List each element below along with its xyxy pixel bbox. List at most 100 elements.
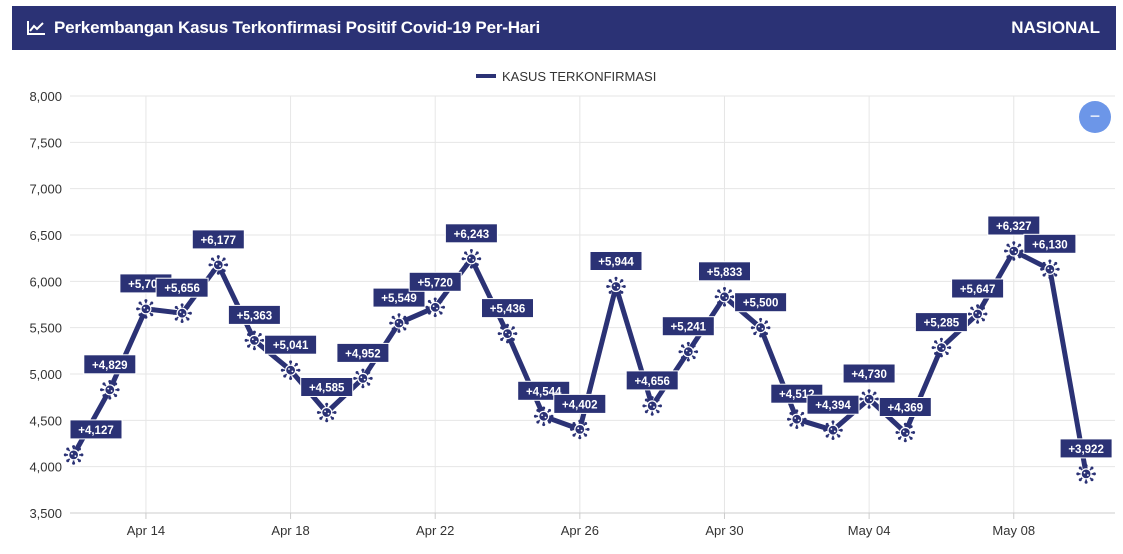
chart-area: 3,500 4,000 4,500 5,000 5,500 6,000 6,500 7,000… (0, 55, 1123, 549)
virus-icon[interactable] (606, 276, 626, 297)
x-tick-label: Apr 14 (127, 523, 165, 538)
virus-icon[interactable] (280, 360, 301, 380)
x-tick-label: Apr 18 (271, 523, 309, 538)
data-label: +6,177 (191, 229, 245, 250)
data-label: +5,363 (227, 304, 281, 325)
svg-text:+4,544: +4,544 (526, 386, 562, 398)
virus-icon[interactable] (1004, 241, 1024, 261)
zoom-out-button[interactable]: − (1079, 101, 1111, 133)
chart-header: Perkembangan Kasus Terkonfirmasi Positif… (12, 6, 1116, 50)
virus-icon[interactable] (678, 341, 699, 362)
y-tick-label: 6,000 (29, 274, 62, 289)
virus-icon[interactable] (967, 304, 988, 324)
region-badge: NASIONAL (1011, 18, 1100, 37)
y-tick-label: 8,000 (29, 89, 62, 104)
virus-icon[interactable] (136, 299, 156, 319)
svg-text:+5,363: +5,363 (237, 310, 273, 322)
svg-text:+5,944: +5,944 (598, 257, 634, 269)
virus-icon[interactable] (389, 313, 409, 333)
data-label: +5,285 (914, 312, 968, 333)
data-label: +5,656 (155, 277, 209, 298)
data-label: +6,243 (444, 223, 498, 244)
legend-label[interactable]: KASUS TERKONFIRMASI (502, 69, 656, 84)
page-title: Perkembangan Kasus Terkonfirmasi Positif… (54, 18, 540, 37)
data-label: +5,944 (589, 251, 643, 271)
virus-icon[interactable] (1076, 464, 1096, 484)
virus-icon[interactable] (533, 406, 554, 427)
virus-icon[interactable] (316, 402, 337, 423)
data-label: +5,647 (951, 278, 1005, 299)
virus-icon[interactable] (497, 323, 518, 344)
x-axis: Apr 14 Apr 18 Apr 22 Apr 26 Apr 30 May 04 May … (70, 512, 1115, 538)
y-tick-label: 3,500 (29, 506, 62, 521)
data-label: +4,656 (625, 370, 679, 391)
y-tick-label: 7,500 (29, 135, 62, 150)
series-markers (63, 241, 1096, 484)
svg-text:+4,369: +4,369 (888, 403, 924, 415)
svg-text:+4,585: +4,585 (309, 383, 345, 395)
data-label: +5,549 (372, 287, 426, 308)
virus-icon[interactable] (353, 368, 373, 389)
chart-legend[interactable]: KASUS TERKONFIRMASI (476, 69, 656, 84)
virus-icon[interactable] (714, 287, 735, 307)
data-label: +5,041 (264, 334, 318, 355)
data-label: +4,952 (336, 342, 390, 363)
data-label: +4,829 (83, 354, 137, 375)
svg-text:+4,127: +4,127 (78, 425, 114, 437)
virus-icon[interactable] (642, 396, 662, 416)
x-tick-label: Apr 22 (416, 523, 454, 538)
svg-text:+6,327: +6,327 (996, 221, 1032, 233)
svg-text:+5,656: +5,656 (164, 283, 200, 295)
virus-icon[interactable] (895, 422, 916, 443)
svg-text:+5,241: +5,241 (671, 322, 707, 334)
svg-text:+5,702: +5,702 (128, 279, 164, 291)
virus-icon[interactable] (787, 409, 807, 429)
virus-icon[interactable] (1040, 259, 1060, 280)
y-tick-label: 6,500 (29, 228, 62, 243)
svg-text:+4,394: +4,394 (815, 400, 851, 412)
virus-icon[interactable] (172, 303, 192, 323)
data-label: +5,720 (408, 271, 462, 292)
virus-icon[interactable] (100, 380, 120, 400)
data-label: +6,327 (987, 215, 1041, 236)
svg-text:+4,829: +4,829 (92, 360, 128, 372)
data-label: +5,500 (734, 292, 788, 313)
svg-text:+4,656: +4,656 (634, 376, 670, 388)
virus-icon[interactable] (425, 297, 445, 318)
svg-text:+4,402: +4,402 (562, 399, 598, 411)
virus-icon[interactable] (208, 255, 229, 275)
svg-text:+5,720: +5,720 (417, 277, 453, 289)
virus-icon[interactable] (63, 445, 84, 465)
svg-text:+5,285: +5,285 (924, 318, 960, 330)
svg-text:+4,730: +4,730 (851, 369, 887, 381)
grid-lines (70, 95, 1115, 514)
svg-text:+6,243: +6,243 (454, 229, 490, 241)
header-title-group: Perkembangan Kasus Terkonfirmasi Positif… (26, 6, 540, 50)
virus-icon[interactable] (750, 317, 771, 338)
data-label: +5,436 (481, 298, 534, 319)
data-label: +4,369 (878, 397, 932, 417)
svg-text:+5,549: +5,549 (381, 293, 417, 305)
x-tick-label: Apr 30 (705, 523, 743, 538)
data-label: +3,922 (1059, 438, 1113, 459)
y-tick-label: 4,000 (29, 460, 62, 475)
virus-icon[interactable] (244, 330, 265, 351)
svg-text:+4,952: +4,952 (345, 348, 381, 360)
data-label: +4,127 (69, 419, 123, 440)
virus-icon[interactable] (570, 419, 590, 440)
y-axis: 3,500 4,000 4,500 5,000 5,500 6,000 6,500 7,000… (29, 89, 62, 521)
svg-text:+5,500: +5,500 (743, 298, 779, 310)
svg-text:+6,177: +6,177 (201, 235, 237, 247)
virus-icon[interactable] (931, 337, 952, 358)
svg-text:+3,922: +3,922 (1068, 444, 1104, 456)
virus-icon[interactable] (461, 248, 482, 269)
svg-text:+5,041: +5,041 (273, 340, 309, 352)
data-label: +5,833 (698, 261, 751, 282)
svg-text:+5,833: +5,833 (707, 267, 743, 279)
x-tick-label: Apr 26 (561, 523, 599, 538)
svg-text:+5,436: +5,436 (490, 304, 526, 316)
virus-icon[interactable] (859, 389, 879, 409)
data-label: +4,730 (842, 363, 896, 384)
virus-icon[interactable] (823, 420, 843, 440)
y-tick-label: 5,000 (29, 367, 62, 382)
